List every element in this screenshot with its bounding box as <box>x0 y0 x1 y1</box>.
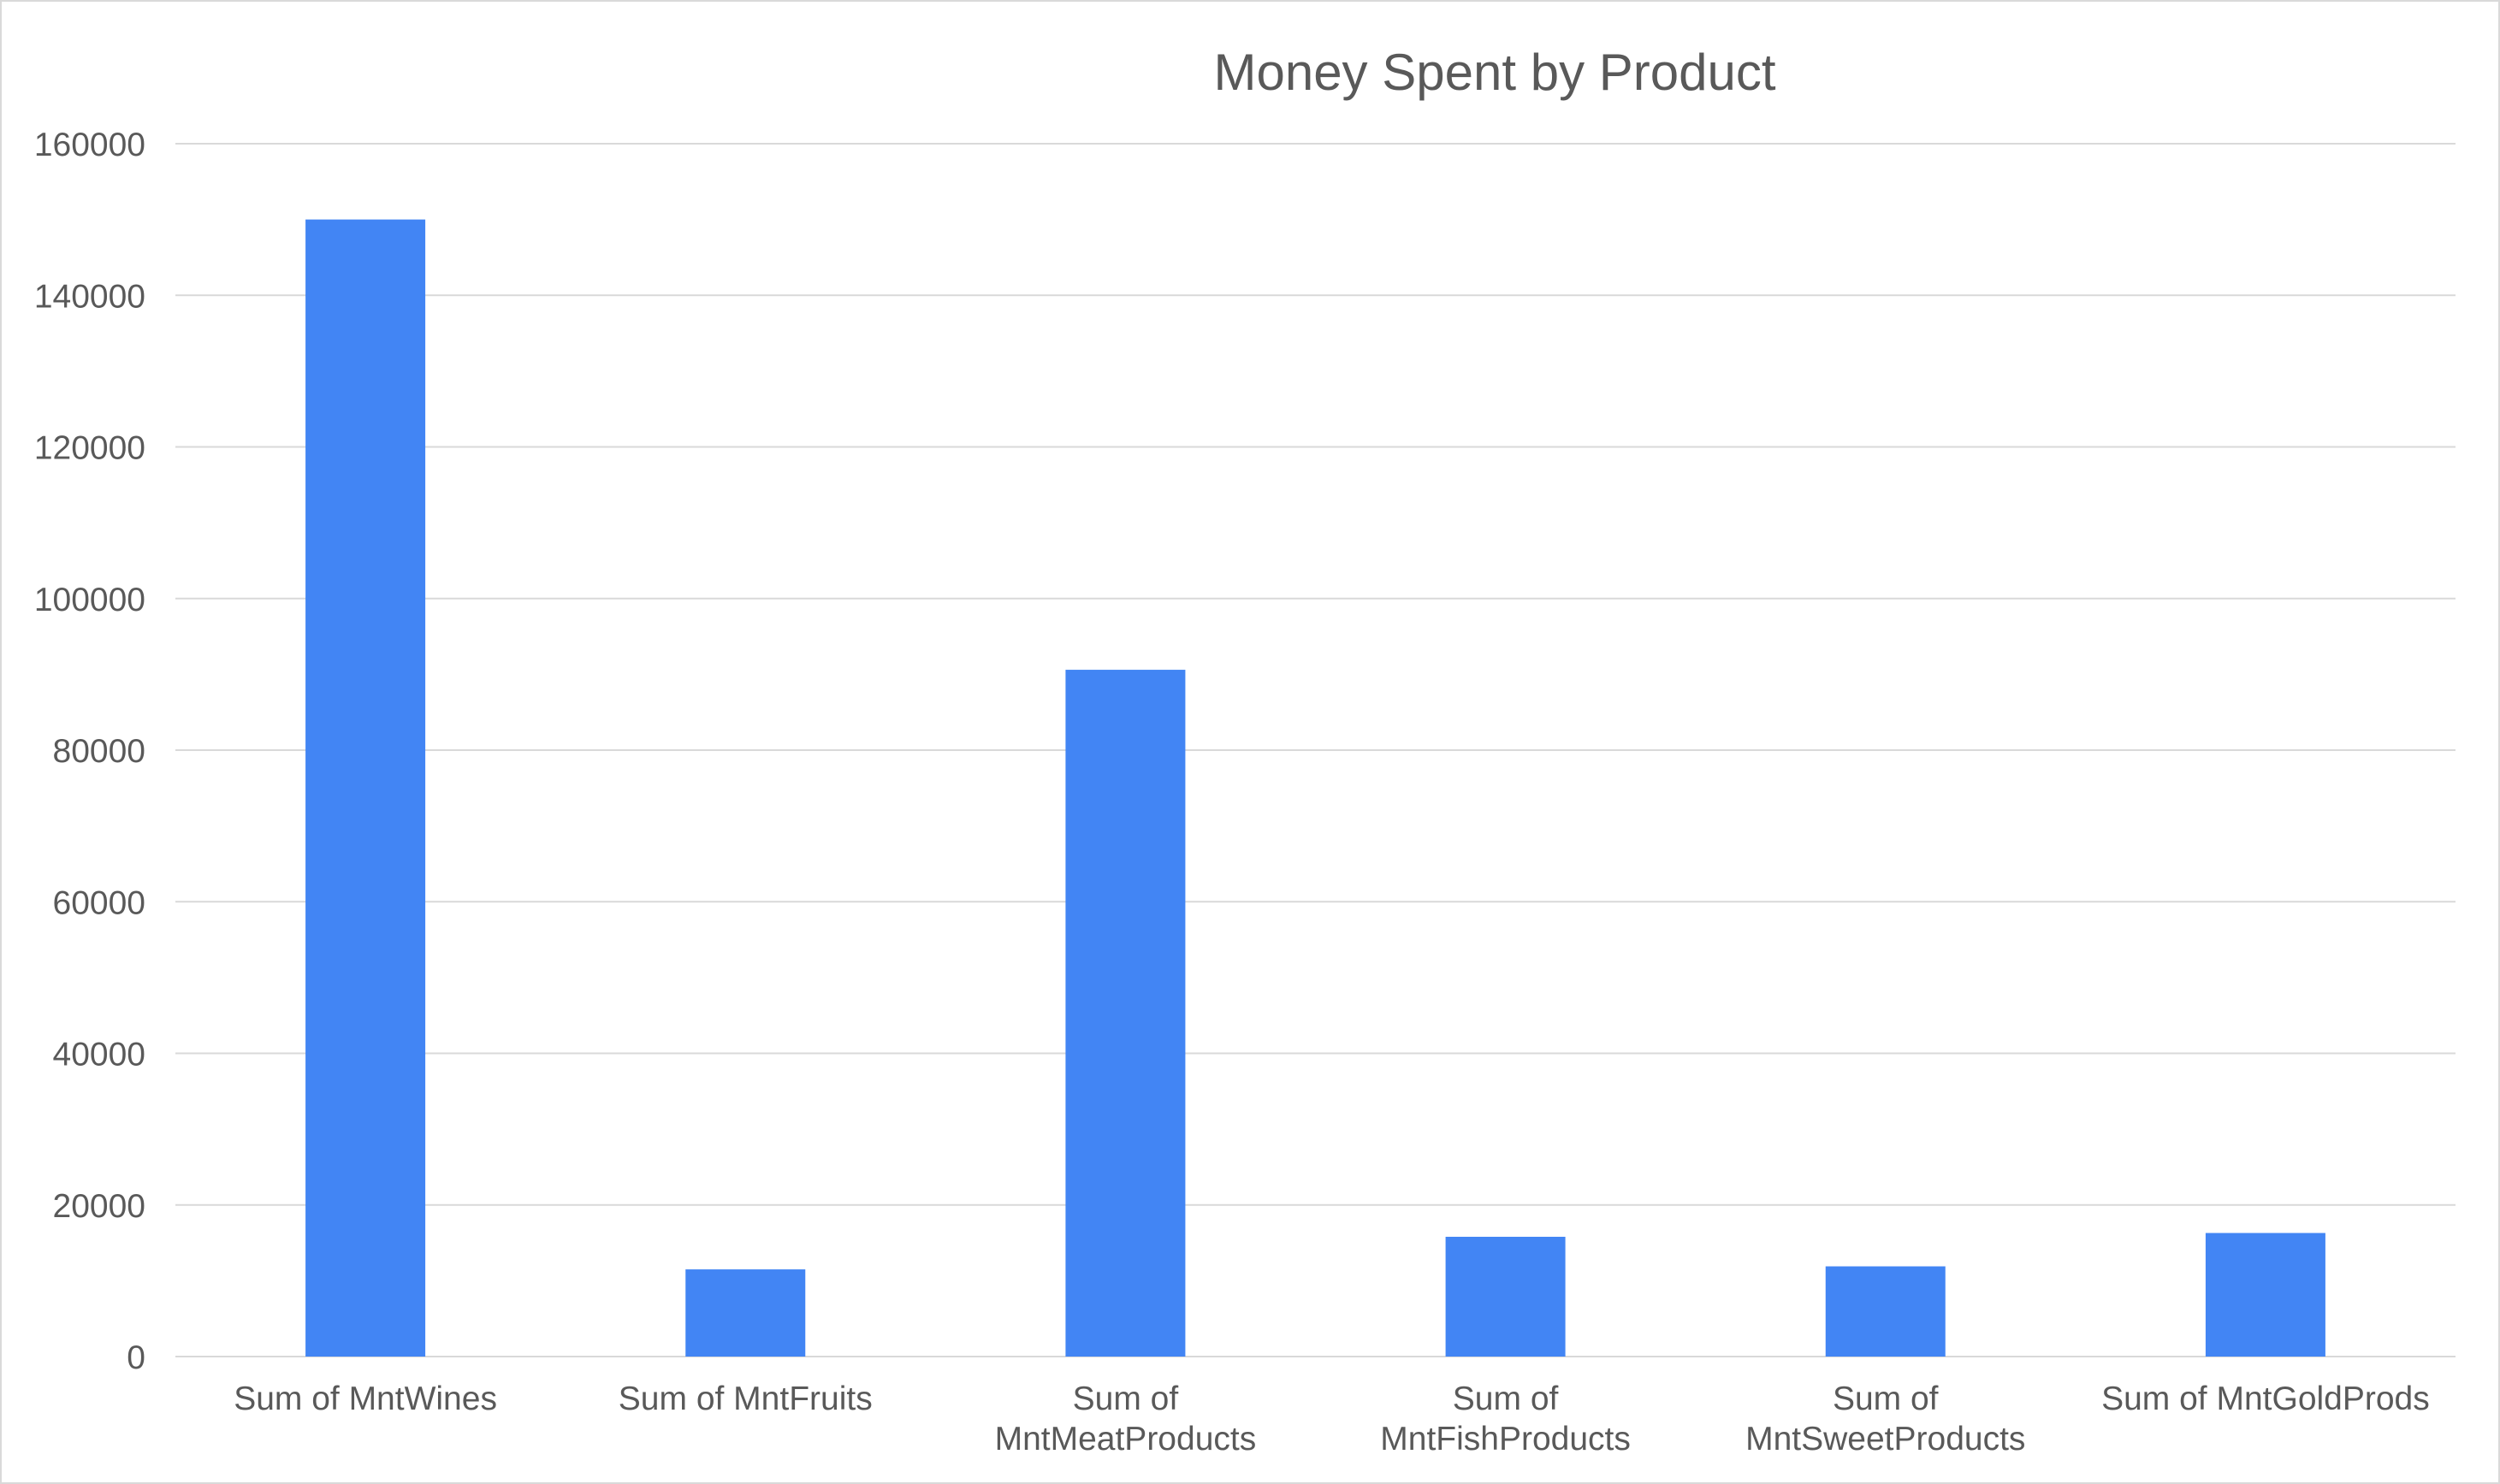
y-tick-label: 0 <box>127 1339 145 1376</box>
bar <box>2205 1233 2325 1357</box>
chart-title: Money Spent by Product <box>1213 44 1775 101</box>
y-tick-label: 80000 <box>53 733 145 770</box>
gridlines <box>175 143 2456 1357</box>
x-category-label-line: MntFishProducts <box>1380 1421 1631 1457</box>
bars <box>305 219 2325 1357</box>
x-category-label-line: Sum of <box>1453 1381 1559 1417</box>
x-category-label: Sum of MntFruits <box>619 1381 873 1417</box>
x-category-label: Sum of MntFishProducts <box>1380 1381 1631 1457</box>
x-category-label-line: MntSweetProducts <box>1745 1421 2025 1457</box>
x-category-label-line: MntMeatProducts <box>995 1421 1257 1457</box>
y-tick-label: 160000 <box>34 127 145 163</box>
x-category-label: Sum of MntSweetProducts <box>1745 1381 2025 1457</box>
y-tick-label: 140000 <box>34 278 145 315</box>
y-tick-label: 60000 <box>53 884 145 921</box>
bar <box>1065 670 1186 1357</box>
y-tick-label: 40000 <box>53 1037 145 1073</box>
bar <box>1445 1236 1566 1357</box>
bar <box>305 219 426 1357</box>
x-category-label-line: Sum of MntFruits <box>619 1381 873 1417</box>
y-tick-label: 120000 <box>34 430 145 467</box>
bar <box>685 1269 806 1357</box>
x-category-label: Sum of MntWines <box>234 1381 497 1417</box>
y-axis-ticks: 0 20000 40000 60000 80000 100000 120000 140000 1… <box>34 127 145 1376</box>
x-category-label: Sum of MntMeatProducts <box>995 1381 1257 1457</box>
x-category-label-line: Sum of <box>1833 1381 1939 1417</box>
x-axis-categories: Sum of MntWines Sum of MntFruits Sum of Mnt… <box>234 1381 2430 1457</box>
x-category-label: Sum of MntGoldProds <box>2101 1381 2430 1417</box>
x-category-label-line: Sum of MntWines <box>234 1381 497 1417</box>
x-category-label-line: Sum of MntGoldProds <box>2101 1381 2430 1417</box>
x-category-label-line: Sum of <box>1073 1381 1179 1417</box>
y-tick-label: 20000 <box>53 1188 145 1225</box>
y-tick-label: 100000 <box>34 582 145 618</box>
bar <box>1825 1266 1946 1357</box>
